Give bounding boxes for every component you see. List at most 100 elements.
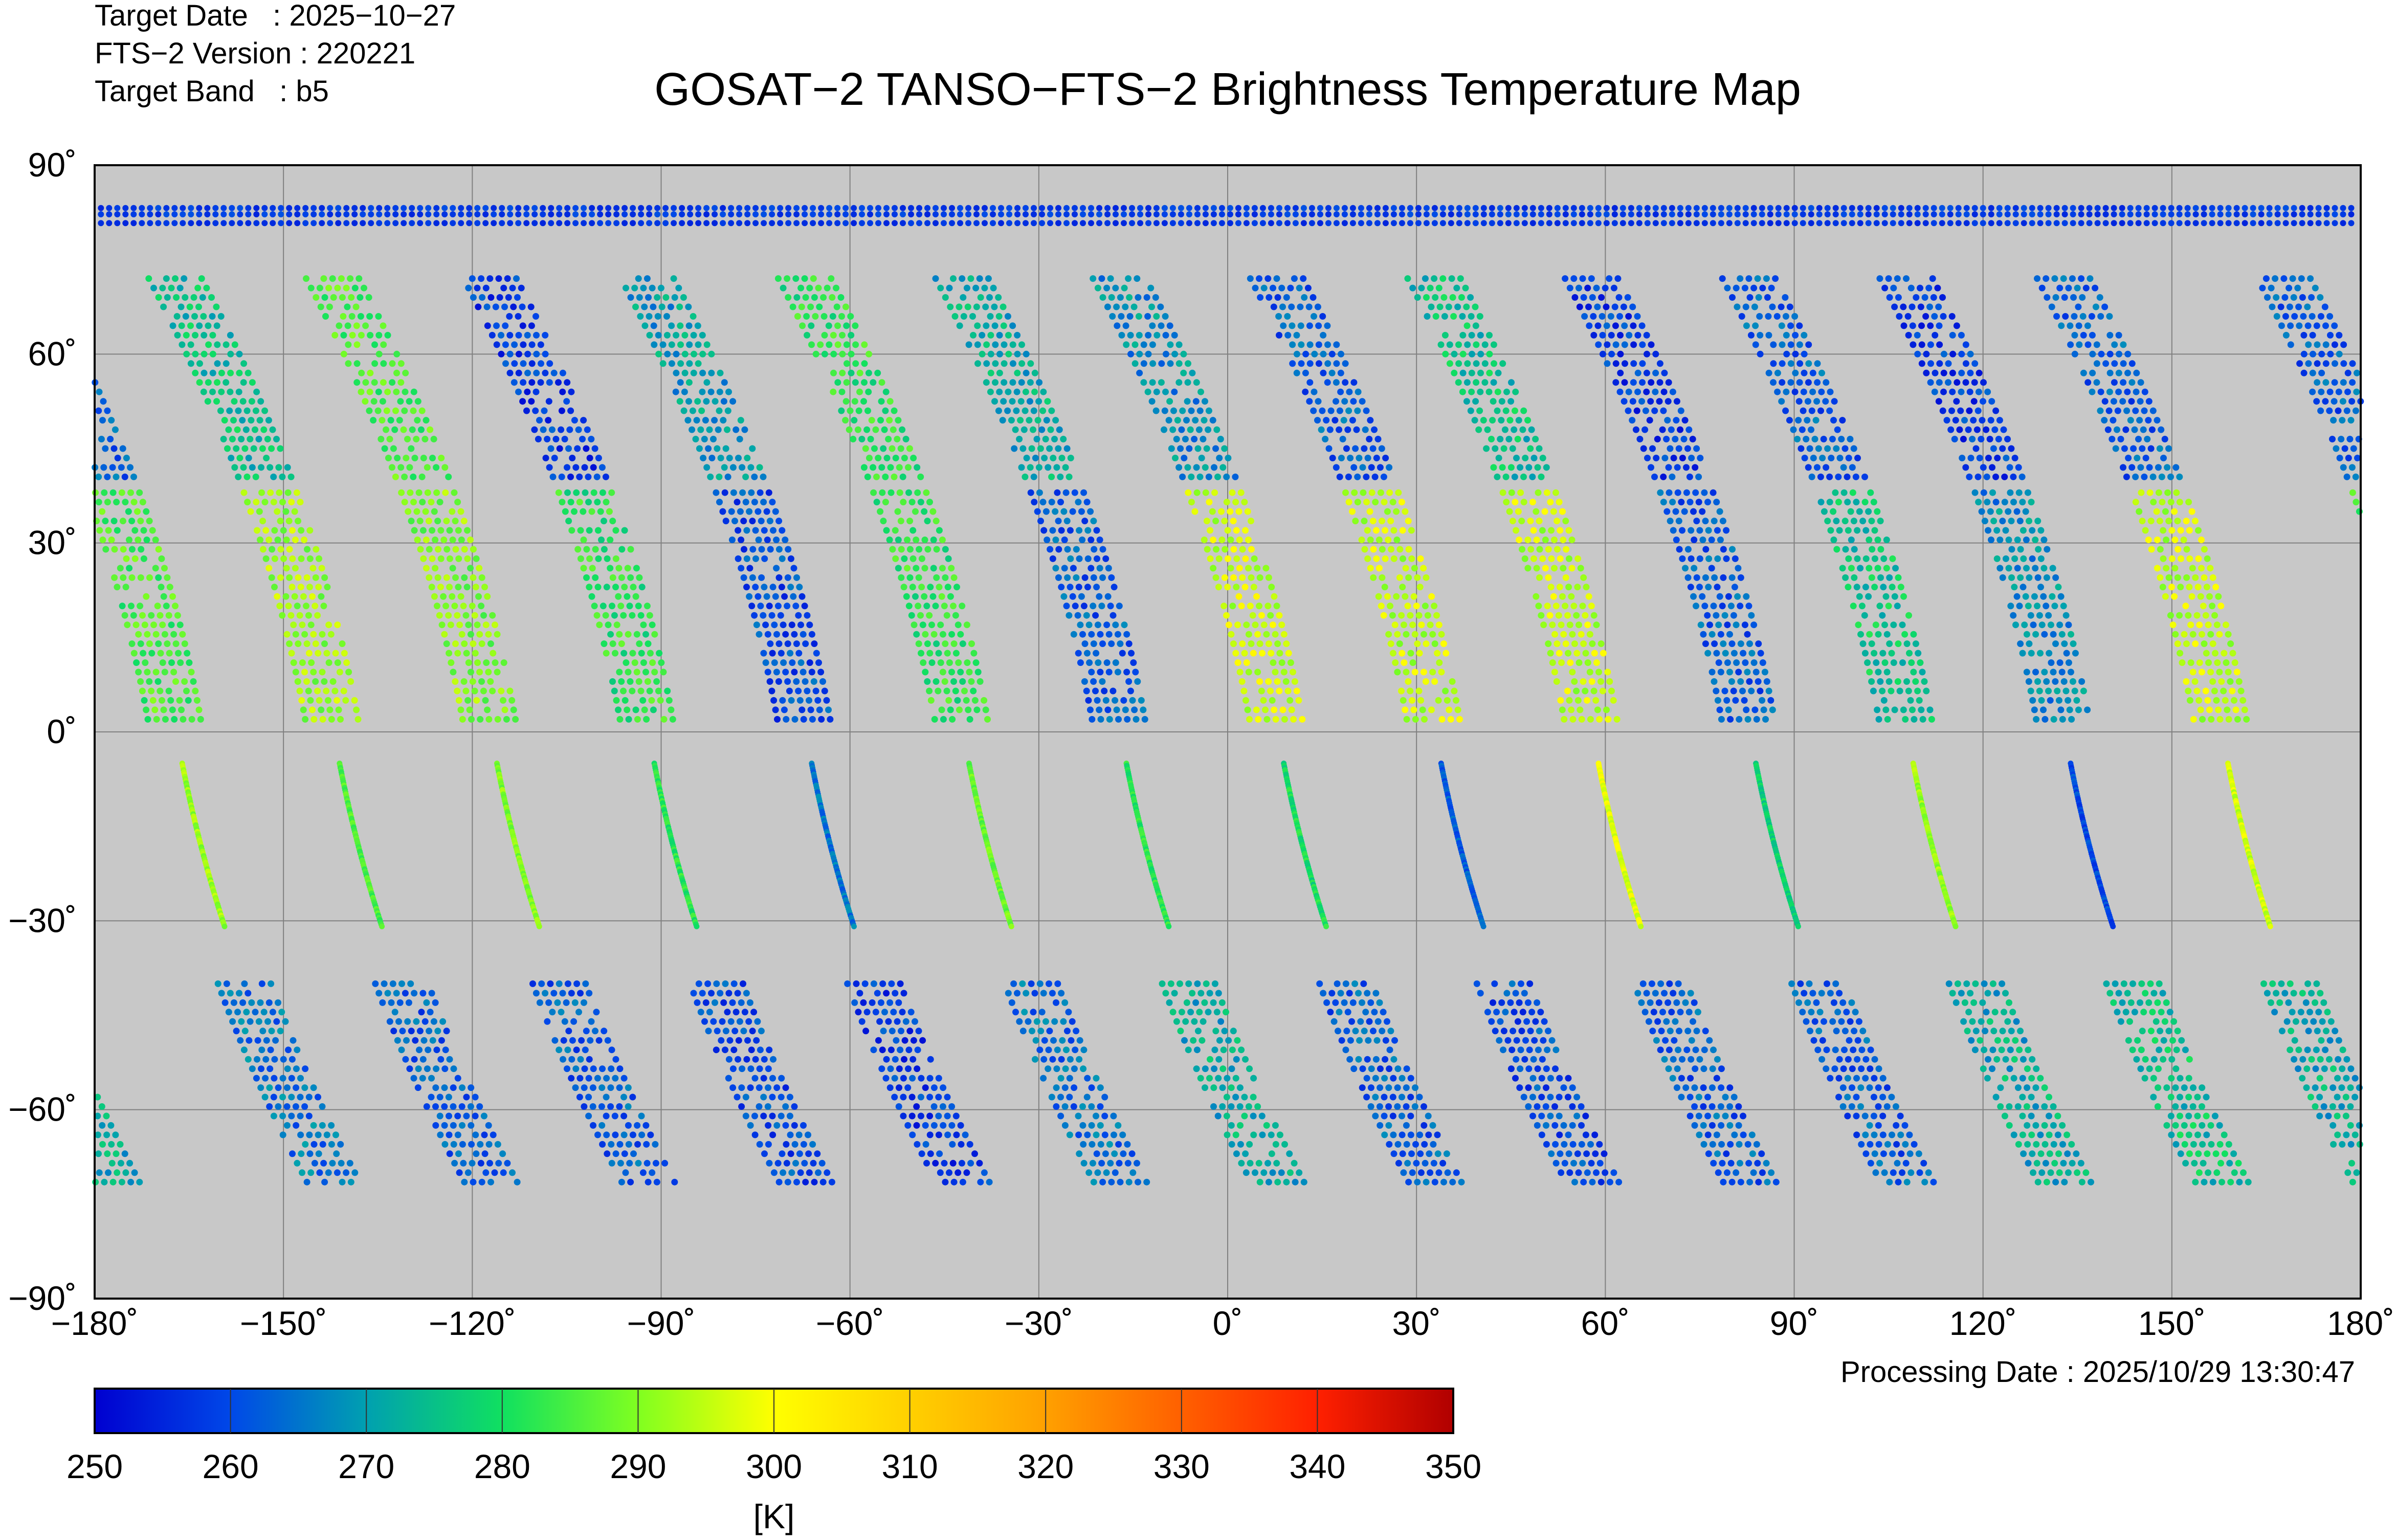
observation-point (1055, 445, 1061, 452)
observation-point (138, 574, 144, 581)
observation-point (778, 612, 784, 619)
observation-point (326, 706, 333, 713)
observation-point (806, 621, 813, 628)
observation-point (546, 379, 553, 386)
observation-point (815, 285, 822, 292)
observation-point (473, 555, 480, 562)
observation-point (1333, 379, 1340, 386)
observation-point (1049, 1056, 1056, 1063)
observation-point (1661, 370, 1668, 376)
observation-point (1076, 584, 1082, 590)
observation-point (672, 294, 678, 301)
observation-point (761, 555, 768, 562)
observation-point (175, 650, 182, 657)
observation-point (271, 499, 277, 505)
observation-point (456, 621, 463, 628)
observation-point (1166, 417, 1172, 423)
observation-point (348, 294, 354, 301)
observation-point (612, 584, 619, 590)
observation-point (1545, 574, 1551, 581)
observation-point (1098, 716, 1104, 723)
observation-point (1364, 1056, 1371, 1063)
observation-point (1513, 1056, 1519, 1063)
observation-point (1384, 593, 1391, 600)
observation-point (437, 1056, 444, 1063)
observation-point (1177, 1028, 1184, 1034)
observation-point (1107, 1160, 1114, 1167)
observation-point (481, 1131, 488, 1138)
observation-point (247, 436, 253, 442)
observation-point (1250, 650, 1257, 657)
observation-point (1253, 593, 1260, 600)
observation-point (1316, 980, 1323, 987)
observation-point (1290, 669, 1296, 676)
observation-point (1014, 332, 1020, 339)
observation-point (1431, 1160, 1437, 1167)
observation-point (589, 593, 595, 600)
observation-point (950, 275, 957, 282)
observation-point (1075, 1113, 1082, 1120)
observation-point (604, 555, 611, 562)
observation-point (1710, 1065, 1716, 1072)
observation-point (283, 593, 290, 600)
observation-point (284, 1103, 291, 1110)
observation-point (964, 285, 970, 292)
observation-point (895, 565, 902, 571)
observation-point (1079, 1122, 1086, 1129)
observation-point (578, 1037, 585, 1044)
observation-point (1075, 650, 1082, 657)
observation-point (245, 370, 252, 376)
observation-point (490, 1131, 497, 1138)
observation-point (1036, 1046, 1043, 1053)
observation-point (1236, 508, 1243, 515)
observation-point (1529, 1094, 1536, 1101)
observation-point (1588, 602, 1595, 609)
observation-point (628, 546, 634, 553)
observation-point (1057, 499, 1064, 505)
observation-point (939, 537, 946, 543)
observation-point (549, 427, 556, 433)
observation-point (922, 565, 928, 571)
observation-point (428, 1075, 435, 1082)
observation-point (605, 1037, 611, 1044)
observation-point (716, 499, 723, 505)
observation-point (546, 360, 553, 367)
observation-point (1127, 688, 1134, 695)
observation-point (651, 631, 658, 638)
observation-point (1540, 1037, 1546, 1044)
observation-point (540, 427, 547, 433)
observation-point (131, 499, 138, 505)
observation-point (1224, 499, 1230, 505)
observation-point (1404, 716, 1410, 723)
observation-point (1264, 1160, 1271, 1167)
observation-point (927, 1131, 934, 1138)
observation-point (1092, 612, 1099, 619)
observation-point (1710, 1160, 1717, 1167)
observation-point (719, 1018, 726, 1025)
observation-point (1630, 398, 1636, 405)
observation-point (223, 360, 230, 367)
observation-point (1551, 565, 1558, 571)
observation-point (510, 304, 517, 310)
observation-point (595, 527, 602, 534)
observation-point (1084, 1094, 1091, 1101)
observation-point (1349, 417, 1356, 423)
observation-point (1243, 1169, 1250, 1176)
observation-point (743, 584, 750, 590)
observation-point (380, 398, 386, 405)
observation-point (1362, 427, 1369, 433)
observation-point (563, 999, 570, 1006)
observation-point (502, 360, 509, 367)
observation-point (1525, 1103, 1532, 1110)
observation-point (892, 1075, 898, 1082)
observation-point (1088, 669, 1095, 676)
observation-point (286, 640, 293, 647)
observation-point (617, 602, 624, 609)
observation-point (1370, 518, 1377, 524)
observation-point (1439, 716, 1446, 723)
observation-point (240, 464, 247, 471)
observation-point (1375, 1018, 1382, 1025)
observation-point (967, 1141, 973, 1148)
observation-point (1229, 1065, 1235, 1072)
observation-point (1581, 294, 1587, 301)
